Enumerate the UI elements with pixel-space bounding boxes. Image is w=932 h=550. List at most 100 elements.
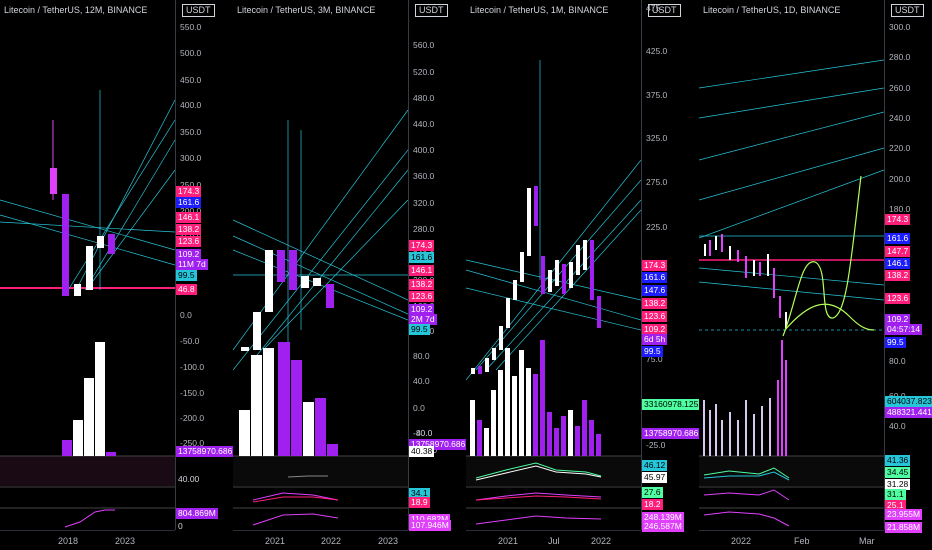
price-label: 2M 7d: [409, 314, 437, 325]
time-axis[interactable]: 2021 2022 2023: [233, 530, 408, 550]
currency-unit[interactable]: USDT: [415, 4, 448, 17]
price-label: 13758970.686: [642, 428, 699, 439]
price-label: 40.38: [409, 446, 435, 457]
price-tick: -25.0: [646, 440, 666, 450]
price-label: 488321.441: [885, 407, 932, 418]
price-label: 146.1: [885, 258, 911, 269]
x-label: Feb: [794, 536, 810, 546]
price-label: 41.36: [885, 455, 911, 466]
price-tick: 220.0: [889, 143, 911, 153]
price-tick: 180.0: [889, 204, 911, 214]
price-label: 138.2: [176, 224, 202, 235]
currency-unit[interactable]: USDT: [182, 4, 215, 17]
price-scale[interactable]: USDT 475 425.0 375.0 325.0 275.0 225.0 75.0 -25…: [641, 0, 699, 532]
chart-title: Litecoin / TetherUS, 3M, BINANCE: [237, 5, 376, 15]
x-label: 2021: [265, 536, 286, 546]
price-tick: 360.0: [413, 171, 435, 181]
x-label: 2022: [321, 536, 342, 546]
price-label: 146.1: [176, 212, 202, 223]
price-label: 138.2: [642, 298, 668, 309]
price-label: 13758970.686: [176, 446, 233, 457]
price-label: 109.2: [176, 249, 202, 260]
price-tick: 425.0: [646, 46, 668, 56]
plot-area[interactable]: [699, 0, 884, 530]
plot-area[interactable]: [466, 0, 641, 530]
price-label: 246.587M: [642, 521, 684, 532]
trendlines: [0, 90, 175, 296]
chart-panel-1d[interactable]: Litecoin / TetherUS, 1D, BINANCE USDT 30…: [699, 0, 932, 550]
plot-area[interactable]: [0, 0, 175, 530]
chart-panel-3m[interactable]: Litecoin / TetherUS, 3M, BINANCE USDT 56…: [233, 0, 467, 550]
price-tick: 225.0: [646, 222, 668, 232]
price-tick: -200.0: [180, 413, 205, 423]
price-scale[interactable]: USDT 300.0 280.0 260.0 240.0 220.0 200.0 180.0…: [884, 0, 932, 533]
price-label: 99.5: [642, 346, 663, 357]
x-label: Jul: [548, 536, 560, 546]
price-label: 604037.823: [885, 396, 932, 407]
x-label: 2018: [58, 536, 79, 546]
time-axis[interactable]: 2018 2023: [0, 530, 175, 550]
price-label: 123.6: [642, 311, 668, 322]
price-label: 123.6: [885, 293, 911, 304]
x-label: 2023: [115, 536, 136, 546]
trendlines: [466, 60, 641, 381]
price-tick: -250.0: [180, 438, 205, 448]
price-label: 18.9: [409, 497, 430, 508]
price-label: 174.3: [409, 240, 435, 251]
volume-bars: [470, 340, 601, 456]
price-label: 21.858M: [885, 522, 923, 533]
price-label: 45.97: [642, 472, 668, 483]
price-label: 161.6: [642, 272, 668, 283]
chart-title: Litecoin / TetherUS, 1M, BINANCE: [470, 5, 609, 15]
price-label: 31.1: [885, 489, 906, 500]
price-label: 34.45: [885, 467, 911, 478]
volume-bars: [703, 340, 787, 456]
price-tick: 80.0: [413, 351, 430, 361]
price-label: 13758970.686: [409, 439, 466, 450]
price-label: 33160978.125: [642, 399, 699, 410]
price-label: 248.139M: [642, 512, 684, 523]
price-tick: 320.0: [413, 198, 435, 208]
currency-unit[interactable]: USDT: [648, 4, 681, 17]
price-label: 138.2: [409, 279, 435, 290]
price-label: 46.12: [642, 460, 668, 471]
price-tick: -50.0: [180, 336, 200, 346]
price-tick: 260.0: [889, 83, 911, 93]
price-tick: 400.0: [413, 145, 435, 155]
price-tick: 0.0: [413, 403, 425, 413]
price-label: 34.1: [409, 488, 430, 499]
chart-title: Litecoin / TetherUS, 1D, BINANCE: [703, 5, 841, 15]
currency-unit[interactable]: USDT: [891, 4, 924, 17]
price-label: 31.28: [885, 479, 911, 490]
price-tick: 550.0: [180, 22, 202, 32]
price-label: 6d 5h: [642, 334, 668, 345]
price-label: 99.5: [885, 337, 906, 348]
price-label: 107.946M: [409, 520, 451, 531]
time-axis[interactable]: 2021 Jul 2022: [466, 530, 641, 550]
volume-bars: [62, 342, 116, 456]
chart-panel-12m[interactable]: Litecoin / TetherUS, 12M, BINANCE USDT 5…: [0, 0, 234, 550]
trendlines: [699, 59, 884, 331]
price-tick: 375.0: [646, 90, 668, 100]
price-label: 161.6: [409, 252, 435, 263]
plot-area[interactable]: [233, 0, 408, 530]
price-tick: 475: [646, 3, 661, 13]
price-tick: 200.0: [889, 174, 911, 184]
price-label: 123.6: [409, 291, 435, 302]
price-scale[interactable]: USDT 560.0 520.0 480.0 440.0 400.0 360.0 320.0…: [408, 0, 466, 531]
price-tick: 560.0: [413, 40, 435, 50]
price-scale[interactable]: USDT 550.0 500.0 450.0 400.0 350.0 300.0 250.0…: [175, 0, 233, 532]
price-tick: 40.0: [889, 421, 906, 431]
price-tick: 250.0: [180, 180, 202, 190]
price-label: 123.6: [176, 236, 202, 247]
price-tick: 0.0: [180, 310, 192, 320]
projection-path: [782, 175, 862, 337]
volume-bars: [239, 342, 338, 456]
price-tick: 400.0: [180, 100, 202, 110]
chart-panel-1m[interactable]: Litecoin / TetherUS, 1M, BINANCE USDT 47…: [466, 0, 700, 550]
time-axis[interactable]: 2022 Feb Mar: [699, 530, 884, 550]
x-label: 2022: [731, 536, 752, 546]
price-label: 99.5: [176, 270, 197, 281]
price-label: 146.1: [409, 265, 435, 276]
price-label: 147.7: [885, 246, 911, 257]
